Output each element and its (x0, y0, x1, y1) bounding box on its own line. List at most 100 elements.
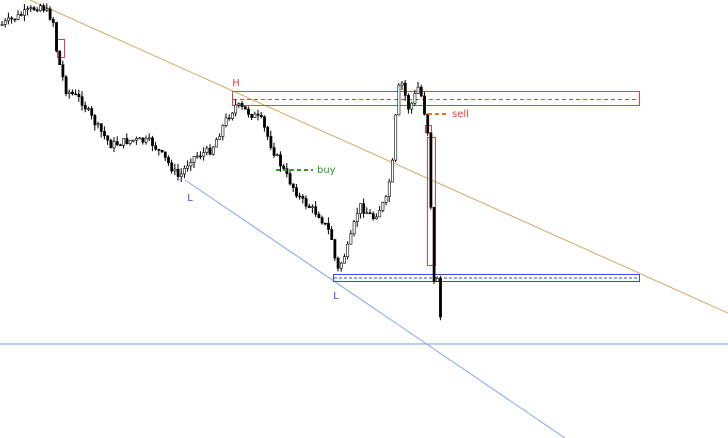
candle-body (138, 137, 142, 140)
candle-body (96, 123, 100, 126)
buy-label: buy (317, 165, 336, 176)
candle-body (141, 137, 145, 143)
candle-body (26, 8, 30, 11)
candle-body (359, 203, 362, 214)
candle-body (403, 82, 407, 96)
candle-body (64, 76, 68, 94)
candle-body (237, 103, 241, 106)
candle-body (55, 22, 58, 52)
resistance-trendline (29, 0, 728, 314)
candle-body (247, 108, 250, 115)
candle-body (259, 114, 263, 118)
candle-body (112, 141, 116, 149)
candle-body (99, 123, 103, 132)
candle-body (400, 82, 404, 86)
candle-body (93, 115, 97, 126)
candle-body (80, 96, 84, 106)
candle-body (13, 18, 17, 21)
candle-body (7, 17, 10, 22)
candle-body (83, 105, 87, 110)
candle-body (160, 149, 164, 153)
candle-body (45, 8, 49, 11)
candle-body (224, 117, 228, 126)
candle-body (90, 108, 94, 116)
candle-body (282, 165, 286, 169)
candle-body (115, 141, 119, 146)
candle-body (16, 14, 20, 20)
candle-body (227, 117, 231, 120)
candle-body (279, 154, 282, 167)
candle-body (167, 157, 170, 164)
candle-body (87, 108, 90, 110)
candle-body (215, 139, 218, 148)
low-label: L (187, 193, 193, 204)
high-zone (232, 91, 640, 106)
candle-body (170, 162, 174, 172)
candle-body (202, 152, 206, 157)
candle-body (435, 278, 439, 282)
candle-body (106, 135, 110, 141)
candle-body (3, 20, 7, 25)
candle-body (432, 207, 436, 282)
candle-body (0, 24, 4, 26)
candle-body (19, 14, 23, 16)
candle-body (186, 165, 190, 169)
candle-body (154, 145, 158, 150)
candle-body (179, 173, 183, 177)
candle-body (42, 5, 46, 11)
candle-body (125, 138, 129, 144)
candle-body (218, 136, 222, 140)
candle-body (298, 195, 302, 198)
candle-body (266, 126, 270, 137)
candle-body (378, 210, 382, 218)
candle-body (416, 86, 420, 94)
candle-body (211, 146, 215, 155)
candle-body (74, 93, 78, 96)
candle-body (355, 213, 359, 223)
candle-body (323, 222, 327, 225)
candle-body (234, 104, 238, 114)
candle-body (10, 17, 14, 20)
candle-body (77, 93, 81, 97)
candle-body (343, 256, 346, 264)
candle-body (39, 5, 42, 12)
candle-body (336, 257, 340, 269)
candle-body (128, 139, 132, 144)
candle-body (256, 113, 260, 116)
candle-body (135, 138, 138, 141)
candle-body (183, 168, 186, 175)
candle-body (231, 112, 234, 119)
candle-body (32, 7, 36, 11)
candle-body (192, 156, 196, 163)
candle-body (362, 203, 366, 214)
candle-body (253, 113, 257, 118)
candle-body (151, 137, 154, 146)
candle-body (291, 183, 295, 188)
candle-body (317, 213, 321, 219)
candle-body (144, 138, 148, 143)
candle-body (339, 262, 343, 269)
candle-body (429, 132, 433, 208)
candle-body (205, 147, 209, 153)
sell-label: sell (452, 109, 469, 120)
candle-body (285, 168, 289, 174)
candle-body (208, 147, 212, 155)
candle-body (304, 198, 308, 207)
candle-body (314, 206, 318, 215)
candle-body (426, 113, 430, 134)
candle-body (275, 154, 279, 157)
candle-body (387, 181, 391, 197)
candle-body (391, 159, 394, 183)
candle-body (375, 216, 378, 220)
candle-body (330, 229, 334, 240)
candle-body (269, 136, 273, 148)
candle-body (58, 50, 62, 66)
candle-body (119, 144, 122, 147)
support-trendline (184, 179, 566, 438)
candle-body (240, 103, 244, 107)
candle-body (71, 91, 74, 95)
candle-body (109, 139, 113, 149)
candle-body (131, 139, 135, 142)
candle-body (381, 202, 385, 211)
candle-body (311, 206, 314, 209)
